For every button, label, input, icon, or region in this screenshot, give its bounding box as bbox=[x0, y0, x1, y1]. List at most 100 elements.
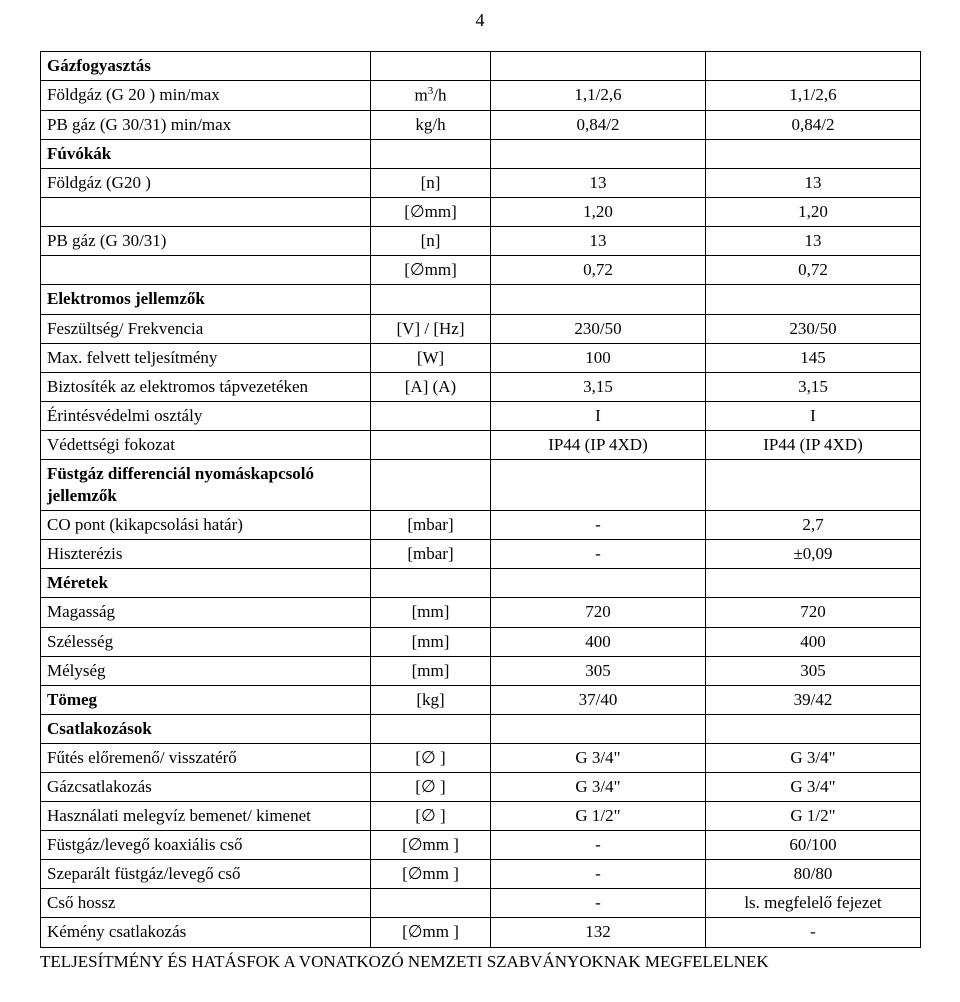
table-row: Csatlakozások bbox=[41, 714, 921, 743]
row-unit: [∅ ] bbox=[371, 773, 491, 802]
row-value-1: 0,72 bbox=[491, 256, 706, 285]
row-unit: [mm] bbox=[371, 598, 491, 627]
row-value-2 bbox=[706, 459, 921, 510]
row-label: PB gáz (G 30/31) min/max bbox=[41, 110, 371, 139]
row-label: Gázfogyasztás bbox=[41, 52, 371, 81]
row-value-1 bbox=[491, 52, 706, 81]
row-value-1: 230/50 bbox=[491, 314, 706, 343]
row-unit bbox=[371, 139, 491, 168]
row-unit: [mbar] bbox=[371, 511, 491, 540]
row-label: Fúvókák bbox=[41, 139, 371, 168]
row-label: Gázcsatlakozás bbox=[41, 773, 371, 802]
row-value-1: - bbox=[491, 860, 706, 889]
row-value-2: 13 bbox=[706, 169, 921, 198]
table-row: Cső hossz-ls. megfelelő fejezet bbox=[41, 889, 921, 918]
page-number: 4 bbox=[40, 10, 920, 31]
row-label: Biztosíték az elektromos tápvezetéken bbox=[41, 372, 371, 401]
row-value-2: 305 bbox=[706, 656, 921, 685]
row-label: Hiszterézis bbox=[41, 540, 371, 569]
row-label: Tömeg bbox=[41, 685, 371, 714]
row-label: Cső hossz bbox=[41, 889, 371, 918]
table-row: Gázcsatlakozás[∅ ]G 3/4"G 3/4" bbox=[41, 773, 921, 802]
row-value-1: 13 bbox=[491, 169, 706, 198]
row-label: Földgáz (G 20 ) min/max bbox=[41, 81, 371, 111]
row-value-1: G 3/4" bbox=[491, 773, 706, 802]
row-value-2: 720 bbox=[706, 598, 921, 627]
row-unit: m3/h bbox=[371, 81, 491, 111]
row-label: Fűtés előremenő/ visszatérő bbox=[41, 743, 371, 772]
row-unit: [∅ ] bbox=[371, 802, 491, 831]
row-value-1: 400 bbox=[491, 627, 706, 656]
row-value-1: 100 bbox=[491, 343, 706, 372]
table-row: Védettségi fokozat IP44 (IP 4XD)IP44 (IP … bbox=[41, 430, 921, 459]
row-label: PB gáz (G 30/31) bbox=[41, 227, 371, 256]
row-value-2 bbox=[706, 714, 921, 743]
table-row: [∅mm]1,201,20 bbox=[41, 198, 921, 227]
row-value-1: I bbox=[491, 401, 706, 430]
row-label bbox=[41, 198, 371, 227]
table-row: Füstgáz differenciál nyomáskapcsoló jell… bbox=[41, 459, 921, 510]
row-value-1: 720 bbox=[491, 598, 706, 627]
row-value-1: 1,20 bbox=[491, 198, 706, 227]
row-unit bbox=[371, 52, 491, 81]
table-row: Gázfogyasztás bbox=[41, 52, 921, 81]
table-row: Mélység[mm]305305 bbox=[41, 656, 921, 685]
row-value-1 bbox=[491, 569, 706, 598]
row-label: Csatlakozások bbox=[41, 714, 371, 743]
table-row: Biztosíték az elektromos tápvezetéken[A]… bbox=[41, 372, 921, 401]
row-unit bbox=[371, 430, 491, 459]
row-unit: [kg] bbox=[371, 685, 491, 714]
table-row: Fűtés előremenő/ visszatérő[∅ ]G 3/4"G 3… bbox=[41, 743, 921, 772]
row-label: Méretek bbox=[41, 569, 371, 598]
row-value-1: 132 bbox=[491, 918, 706, 947]
row-label: Füstgáz differenciál nyomáskapcsoló jell… bbox=[41, 459, 371, 510]
row-label: Max. felvett teljesítmény bbox=[41, 343, 371, 372]
table-row: [∅mm]0,720,72 bbox=[41, 256, 921, 285]
row-value-1: - bbox=[491, 511, 706, 540]
row-value-2: 1,20 bbox=[706, 198, 921, 227]
row-label: CO pont (kikapcsolási határ) bbox=[41, 511, 371, 540]
row-unit bbox=[371, 459, 491, 510]
row-value-2: 1,1/2,6 bbox=[706, 81, 921, 111]
row-value-2: ±0,09 bbox=[706, 540, 921, 569]
table-row: Füstgáz/levegő koaxiális cső[∅mm ]-60/10… bbox=[41, 831, 921, 860]
table-row: Földgáz (G 20 ) min/maxm3/h1,1/2,61,1/2,… bbox=[41, 81, 921, 111]
row-unit: [n] bbox=[371, 227, 491, 256]
table-row: Szélesség[mm]400400 bbox=[41, 627, 921, 656]
row-value-2: 0,72 bbox=[706, 256, 921, 285]
row-value-1: - bbox=[491, 540, 706, 569]
unit-suffix: /h bbox=[433, 86, 446, 105]
row-value-2 bbox=[706, 285, 921, 314]
row-value-1: IP44 (IP 4XD) bbox=[491, 430, 706, 459]
row-label: Védettségi fokozat bbox=[41, 430, 371, 459]
row-label: Használati melegvíz bemenet/ kimenet bbox=[41, 802, 371, 831]
table-row: Tömeg[kg]37/4039/42 bbox=[41, 685, 921, 714]
table-row: PB gáz (G 30/31) min/maxkg/h0,84/20,84/2 bbox=[41, 110, 921, 139]
row-unit: [∅mm ] bbox=[371, 831, 491, 860]
row-value-1: 0,84/2 bbox=[491, 110, 706, 139]
table-row: Földgáz (G20 )[n]1313 bbox=[41, 169, 921, 198]
row-value-2 bbox=[706, 569, 921, 598]
table-row: Kémény csatlakozás[∅mm ]132- bbox=[41, 918, 921, 947]
row-value-2: 0,84/2 bbox=[706, 110, 921, 139]
row-value-1: 13 bbox=[491, 227, 706, 256]
row-unit bbox=[371, 401, 491, 430]
row-value-2: G 3/4" bbox=[706, 743, 921, 772]
row-value-2: G 3/4" bbox=[706, 773, 921, 802]
table-row: Szeparált füstgáz/levegő cső[∅mm ]-80/80 bbox=[41, 860, 921, 889]
page-container: 4 GázfogyasztásFöldgáz (G 20 ) min/maxm3… bbox=[0, 0, 960, 1002]
row-value-1 bbox=[491, 139, 706, 168]
row-unit: [∅mm] bbox=[371, 256, 491, 285]
table-row: Feszültség/ Frekvencia[V] / [Hz]230/5023… bbox=[41, 314, 921, 343]
table-row: Fúvókák bbox=[41, 139, 921, 168]
row-unit: [∅mm ] bbox=[371, 918, 491, 947]
unit-prefix: m bbox=[415, 86, 428, 105]
row-unit: [n] bbox=[371, 169, 491, 198]
row-value-2: IP44 (IP 4XD) bbox=[706, 430, 921, 459]
row-unit: [mm] bbox=[371, 627, 491, 656]
row-value-1: 3,15 bbox=[491, 372, 706, 401]
row-label: Magasság bbox=[41, 598, 371, 627]
table-row: Hiszterézis[mbar]-±0,09 bbox=[41, 540, 921, 569]
row-value-1: G 1/2" bbox=[491, 802, 706, 831]
row-value-2: G 1/2" bbox=[706, 802, 921, 831]
